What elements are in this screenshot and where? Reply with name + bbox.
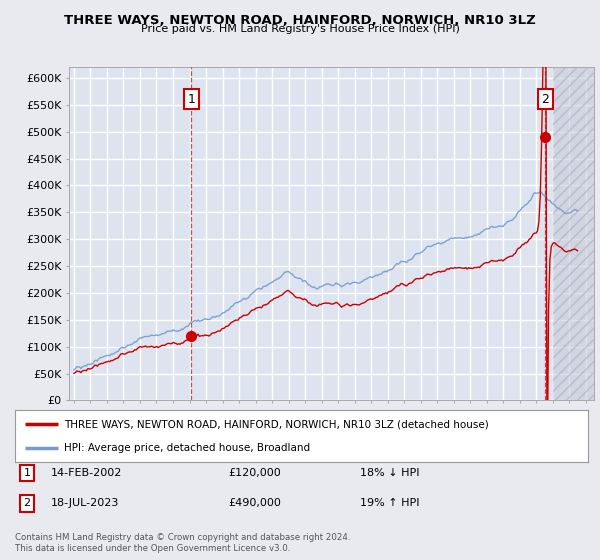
Text: £490,000: £490,000 <box>228 498 281 508</box>
Text: THREE WAYS, NEWTON ROAD, HAINFORD, NORWICH, NR10 3LZ (detached house): THREE WAYS, NEWTON ROAD, HAINFORD, NORWI… <box>64 419 488 430</box>
Text: 2: 2 <box>541 93 549 106</box>
Bar <box>553 67 594 400</box>
Text: 1: 1 <box>188 93 196 106</box>
Text: Price paid vs. HM Land Registry's House Price Index (HPI): Price paid vs. HM Land Registry's House … <box>140 24 460 34</box>
Text: 18% ↓ HPI: 18% ↓ HPI <box>360 468 419 478</box>
Text: £120,000: £120,000 <box>228 468 281 478</box>
Text: 1: 1 <box>23 468 31 478</box>
Text: Contains HM Land Registry data © Crown copyright and database right 2024.
This d: Contains HM Land Registry data © Crown c… <box>15 533 350 553</box>
Text: THREE WAYS, NEWTON ROAD, HAINFORD, NORWICH, NR10 3LZ: THREE WAYS, NEWTON ROAD, HAINFORD, NORWI… <box>64 14 536 27</box>
Text: 19% ↑ HPI: 19% ↑ HPI <box>360 498 419 508</box>
Text: 2: 2 <box>23 498 31 508</box>
Text: 18-JUL-2023: 18-JUL-2023 <box>51 498 119 508</box>
Text: 14-FEB-2002: 14-FEB-2002 <box>51 468 122 478</box>
Text: HPI: Average price, detached house, Broadland: HPI: Average price, detached house, Broa… <box>64 443 310 453</box>
